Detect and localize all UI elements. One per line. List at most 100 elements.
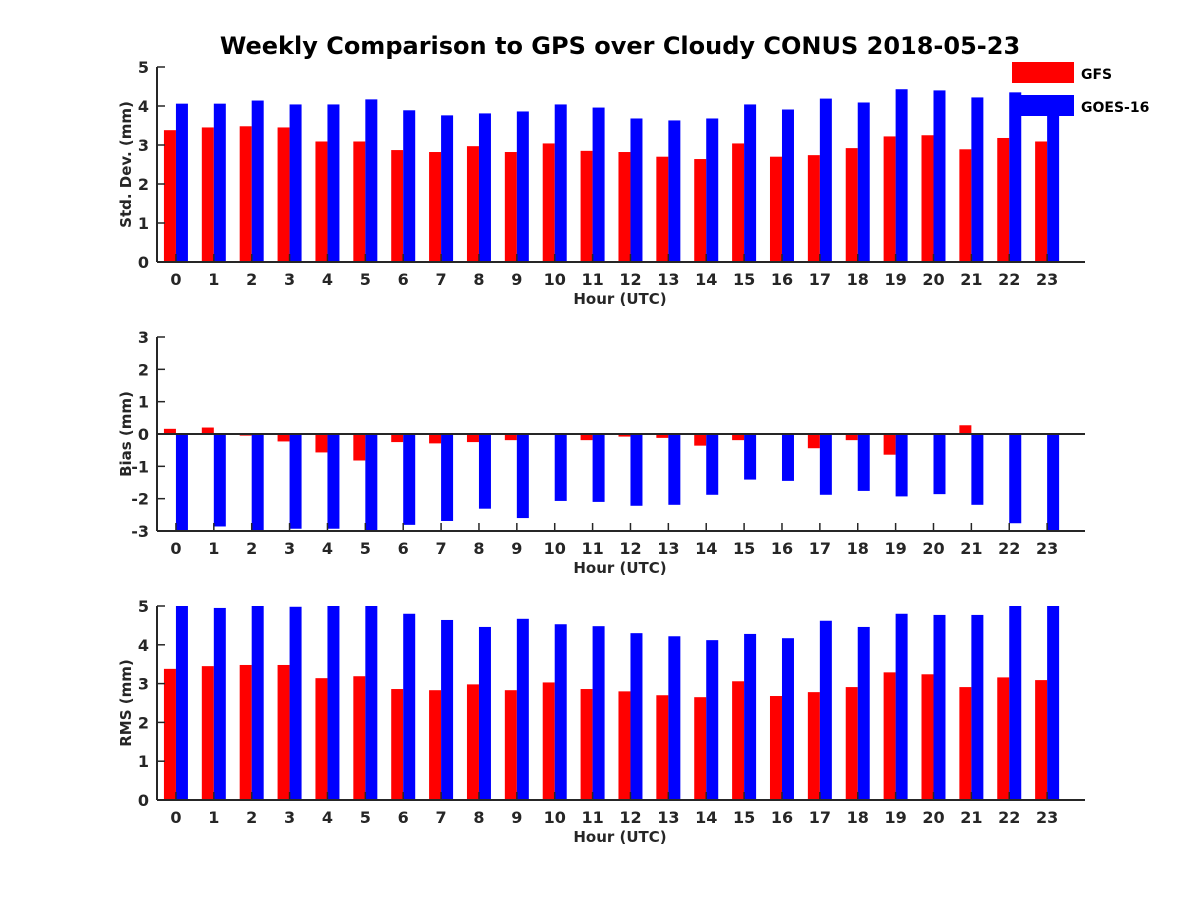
bar-goes-16-hour-22 bbox=[1009, 606, 1022, 800]
bar-goes-16-hour-14 bbox=[706, 640, 719, 800]
y-tick-label: 3 bbox=[138, 136, 149, 155]
bar-goes-16-hour-0 bbox=[175, 103, 188, 262]
bar-gfs-hour-5 bbox=[353, 676, 366, 800]
bar-gfs-hour-5 bbox=[353, 141, 366, 262]
bar-gfs-hour-4 bbox=[315, 678, 328, 800]
bar-goes-16-hour-7 bbox=[441, 115, 454, 262]
x-tick-label: 3 bbox=[284, 270, 295, 289]
x-tick-label: 11 bbox=[581, 270, 603, 289]
bar-goes-16-hour-10 bbox=[554, 624, 567, 800]
x-tick-label: 19 bbox=[884, 539, 906, 558]
bar-goes-16-hour-12 bbox=[630, 434, 643, 506]
chart-title: Weekly Comparison to GPS over Cloudy CON… bbox=[220, 32, 1020, 60]
bar-gfs-hour-17 bbox=[807, 155, 820, 262]
bar-goes-16-hour-16 bbox=[781, 434, 794, 481]
bar-goes-16-hour-17 bbox=[819, 434, 832, 495]
x-tick-label: 8 bbox=[473, 539, 484, 558]
y-tick-label: 2 bbox=[138, 360, 149, 379]
bar-gfs-hour-19 bbox=[883, 434, 896, 455]
x-tick-label: 12 bbox=[619, 270, 641, 289]
y-axis-label: RMS (mm) bbox=[117, 659, 135, 746]
legend-swatch-goes-16 bbox=[1012, 95, 1074, 116]
bar-goes-16-hour-18 bbox=[857, 434, 870, 491]
y-tick-label: 5 bbox=[138, 597, 149, 616]
bar-goes-16-hour-3 bbox=[289, 104, 302, 262]
y-axis-label: Bias (mm) bbox=[117, 391, 135, 477]
bar-gfs-hour-1 bbox=[201, 427, 214, 434]
bar-gfs-hour-12 bbox=[618, 691, 631, 800]
y-tick-label: 1 bbox=[138, 393, 149, 412]
bar-goes-16-hour-1 bbox=[213, 434, 226, 527]
bar-gfs-hour-13 bbox=[656, 156, 669, 262]
y-tick-label: 0 bbox=[138, 425, 149, 444]
x-tick-label: 19 bbox=[884, 270, 906, 289]
y-tick-label: 3 bbox=[138, 675, 149, 694]
bar-goes-16-hour-19 bbox=[895, 89, 908, 262]
bar-goes-16-hour-15 bbox=[744, 633, 757, 800]
bar-goes-16-hour-12 bbox=[630, 633, 643, 800]
bar-gfs-hour-2 bbox=[239, 126, 252, 262]
y-axis-label: Std. Dev. (mm) bbox=[117, 101, 135, 228]
x-tick-label: 0 bbox=[170, 808, 181, 827]
x-tick-label: 12 bbox=[619, 539, 641, 558]
x-tick-label: 5 bbox=[360, 808, 371, 827]
bar-gfs-hour-16 bbox=[769, 696, 782, 800]
x-tick-label: 14 bbox=[695, 539, 717, 558]
bar-gfs-hour-22 bbox=[997, 137, 1010, 262]
x-tick-label: 20 bbox=[922, 539, 944, 558]
bar-goes-16-hour-19 bbox=[895, 613, 908, 800]
x-tick-label: 7 bbox=[436, 539, 447, 558]
x-tick-label: 23 bbox=[1036, 270, 1058, 289]
y-tick-label: 3 bbox=[138, 328, 149, 347]
x-tick-label: 6 bbox=[398, 270, 409, 289]
bar-gfs-hour-21 bbox=[959, 425, 972, 434]
bar-goes-16-hour-9 bbox=[516, 434, 529, 519]
x-tick-label: 7 bbox=[436, 808, 447, 827]
legend: GFS GOES-16 bbox=[1012, 62, 1149, 116]
x-tick-label: 16 bbox=[771, 270, 793, 289]
y-tick-label: 5 bbox=[138, 58, 149, 77]
bar-gfs-hour-9 bbox=[504, 690, 517, 800]
y-tick-label: -3 bbox=[131, 522, 149, 541]
bar-gfs-hour-12 bbox=[618, 434, 631, 437]
bar-gfs-hour-8 bbox=[466, 684, 479, 800]
bar-gfs-hour-14 bbox=[694, 434, 707, 446]
x-tick-label: 4 bbox=[322, 539, 333, 558]
bar-goes-16-hour-23 bbox=[1047, 606, 1060, 800]
bar-gfs-hour-3 bbox=[277, 664, 290, 800]
x-tick-label: 17 bbox=[809, 270, 831, 289]
y-tick-label: 0 bbox=[138, 253, 149, 272]
x-tick-label: 17 bbox=[809, 808, 831, 827]
bar-gfs-hour-19 bbox=[883, 672, 896, 800]
bar-gfs-hour-3 bbox=[277, 434, 290, 442]
x-tick-label: 12 bbox=[619, 808, 641, 827]
x-tick-label: 18 bbox=[847, 270, 869, 289]
x-tick-label: 21 bbox=[960, 270, 982, 289]
bar-goes-16-hour-22 bbox=[1009, 434, 1022, 524]
x-tick-label: 16 bbox=[771, 539, 793, 558]
y-tick-label: 2 bbox=[138, 175, 149, 194]
x-tick-label: 14 bbox=[695, 270, 717, 289]
bar-goes-16-hour-3 bbox=[289, 434, 302, 529]
bar-goes-16-hour-0 bbox=[175, 606, 188, 800]
x-tick-label: 10 bbox=[544, 808, 566, 827]
bar-goes-16-hour-21 bbox=[971, 614, 984, 800]
x-tick-label: 20 bbox=[922, 808, 944, 827]
bar-goes-16-hour-1 bbox=[213, 103, 226, 262]
y-tick-label: 4 bbox=[138, 636, 149, 655]
x-tick-label: 13 bbox=[657, 539, 679, 558]
x-tick-label: 11 bbox=[581, 808, 603, 827]
bar-goes-16-hour-10 bbox=[554, 434, 567, 501]
bar-gfs-hour-6 bbox=[391, 434, 404, 443]
bar-goes-16-hour-18 bbox=[857, 102, 870, 263]
bar-gfs-hour-11 bbox=[580, 150, 593, 262]
bar-goes-16-hour-11 bbox=[592, 626, 605, 800]
bar-goes-16-hour-16 bbox=[781, 638, 794, 800]
bar-goes-16-hour-14 bbox=[706, 434, 719, 495]
bar-goes-16-hour-19 bbox=[895, 434, 908, 497]
bar-gfs-hour-2 bbox=[239, 664, 252, 800]
x-tick-label: 9 bbox=[511, 270, 522, 289]
